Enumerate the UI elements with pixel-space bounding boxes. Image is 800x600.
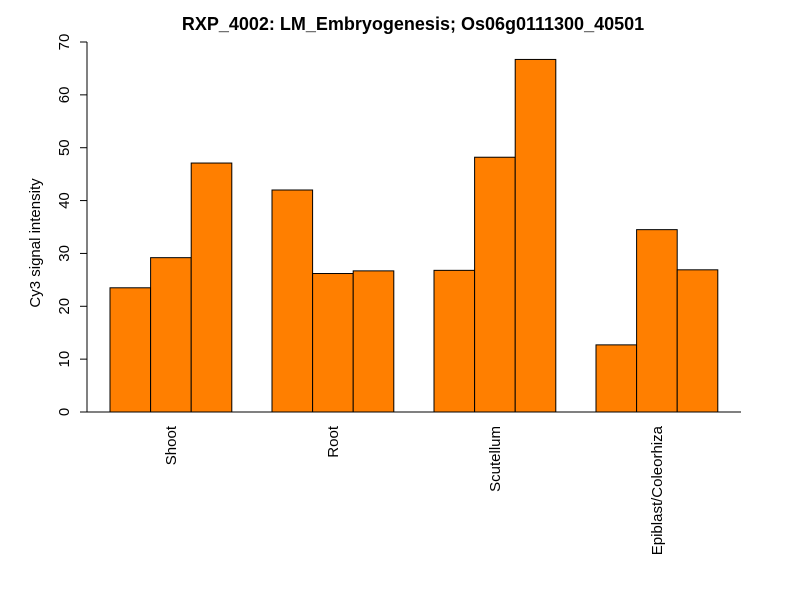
chart-title: RXP_4002: LM_Embryogenesis; Os06g0111300… <box>182 14 644 34</box>
y-axis-label: Cy3 signal intensity <box>27 178 44 308</box>
bar <box>271 189 314 413</box>
bar <box>150 257 192 413</box>
bar <box>352 270 395 413</box>
bar <box>595 344 638 413</box>
y-tick-label: 40 <box>56 192 73 209</box>
bar <box>636 229 678 413</box>
x-category-label: Root <box>325 425 342 458</box>
y-tick-label: 60 <box>56 87 73 104</box>
x-category-label: Epiblast/Coleorhiza <box>649 425 666 555</box>
y-tick-label: 20 <box>56 298 73 315</box>
category-labels: Shoot Root Scutellum Epiblast/Coleorhiza <box>163 425 666 555</box>
y-tick-label: 10 <box>56 351 73 368</box>
bar <box>474 156 516 413</box>
bar <box>433 269 476 413</box>
x-category-label: Shoot <box>163 425 180 465</box>
x-category-label: Scutellum <box>487 426 504 492</box>
bar <box>676 269 719 413</box>
bar <box>312 273 354 413</box>
y-tick-label: 50 <box>56 139 73 156</box>
y-axis: 0 10 20 30 40 50 60 70 <box>56 34 88 416</box>
bar <box>109 287 152 413</box>
bars <box>109 58 719 413</box>
bar <box>190 162 233 413</box>
bar <box>514 58 557 413</box>
y-tick-label: 30 <box>56 245 73 262</box>
y-tick-label: 70 <box>56 34 73 51</box>
y-tick-label: 0 <box>56 408 73 416</box>
